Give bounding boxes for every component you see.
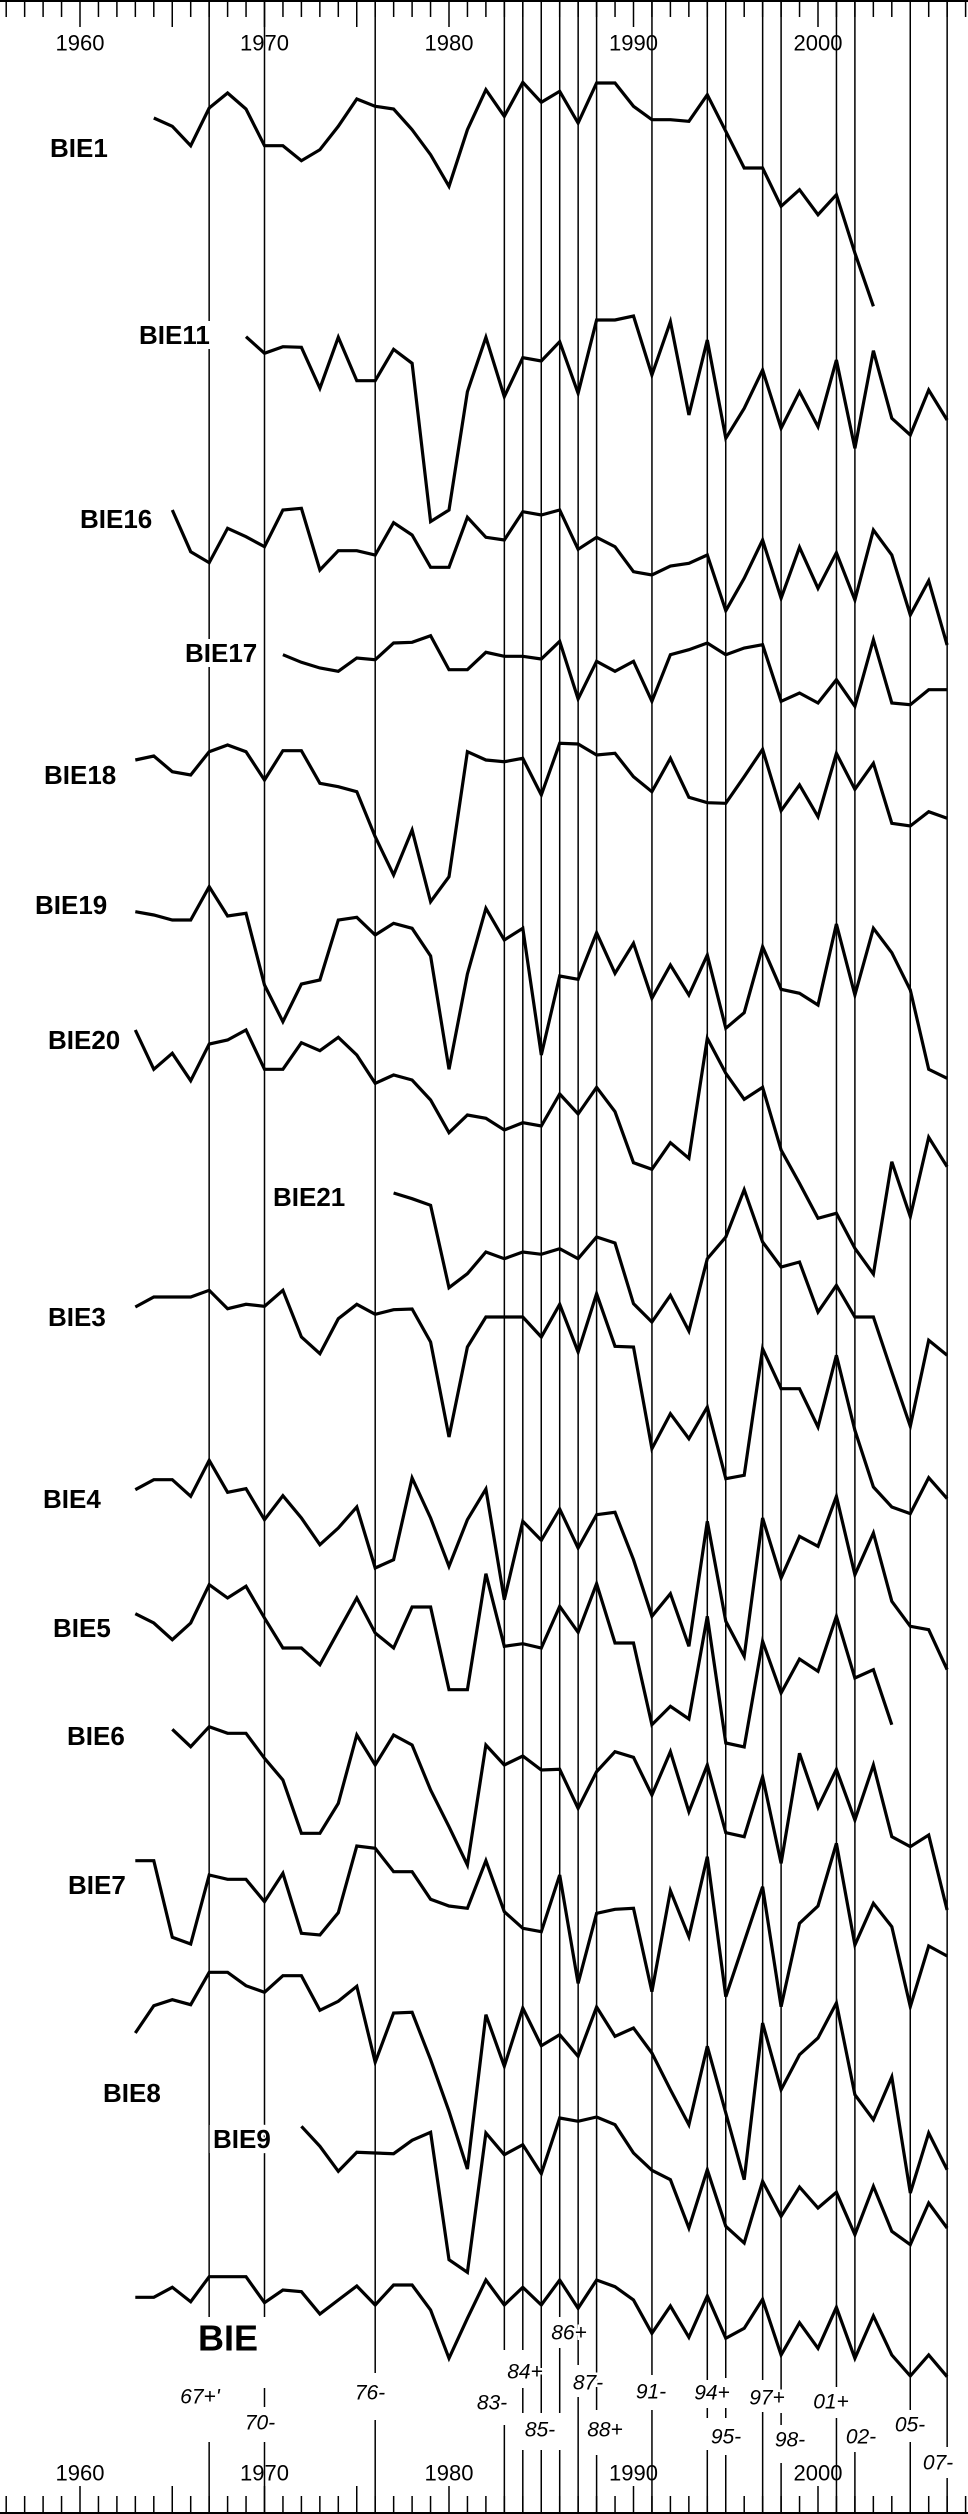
series-line-bie17 xyxy=(282,633,948,711)
top-tick-label: 1960 xyxy=(56,31,105,56)
series-label-bie4: BIE4 xyxy=(43,1484,101,1514)
series-line-bie7 xyxy=(135,1842,948,2013)
series-label-bie6: BIE6 xyxy=(67,1721,125,1751)
series-line-bie11 xyxy=(244,314,949,525)
series-line-bie3 xyxy=(134,1287,949,1516)
bottom-tick-label: 2000 xyxy=(794,2461,843,2486)
series-line-bie4 xyxy=(134,1456,949,1671)
series-label-bie8: BIE8 xyxy=(103,2078,161,2108)
series-line-bie1 xyxy=(153,79,875,307)
pointer-year-label-1988: 88+ xyxy=(587,2419,623,2442)
bottom-tick-label: 1970 xyxy=(240,2461,289,2486)
series-line-bie18 xyxy=(134,741,948,906)
series-label-bie9: BIE9 xyxy=(213,2124,271,2154)
series-label-bie19: BIE19 xyxy=(35,890,107,920)
pointer-year-label-1987: 87- xyxy=(573,2372,603,2395)
pointer-year-labels: 67+' 70- 76- 83-84+ 85- 86+ 87- 88+ 91- 94+ 95- 97+… xyxy=(178,2319,956,2477)
pointer-year-label-2007: 07- xyxy=(923,2452,953,2475)
series-line-bie6 xyxy=(171,1724,949,1911)
top-tick-label: 1970 xyxy=(240,31,289,56)
series-label-bie5: BIE5 xyxy=(53,1613,111,1643)
bottom-tick-label: 1960 xyxy=(56,2461,105,2486)
series-line-bie8 xyxy=(133,1970,949,2194)
series-label-bie7: BIE7 xyxy=(68,1870,126,1900)
series-line-bie16 xyxy=(170,506,949,646)
series-label-bie17: BIE17 xyxy=(185,638,257,668)
pointer-year-label-2005: 05- xyxy=(895,2414,925,2437)
top-tick-label: 1980 xyxy=(425,31,474,56)
series-label-bie20: BIE20 xyxy=(48,1025,120,1055)
pointer-year-label-1976: 76- xyxy=(355,2382,385,2405)
pointer-year-label-1986: 86+ xyxy=(551,2322,587,2345)
pointer-year-label-1970: 70- xyxy=(245,2412,275,2435)
series-line-bie xyxy=(135,2275,949,2379)
pointer-year-label-1994: 94+ xyxy=(694,2382,730,2405)
top-tick-label: 1990 xyxy=(609,31,658,56)
series-line-bie9 xyxy=(300,2115,949,2276)
pointer-year-label-1995: 95- xyxy=(711,2426,741,2449)
series-label-bie11: BIE11 xyxy=(139,320,210,350)
bottom-tick-label: 1980 xyxy=(425,2461,474,2486)
pointer-year-label-1991: 91- xyxy=(636,2381,666,2404)
pointer-year-label-1984: 84+ xyxy=(507,2361,543,2384)
series-lines xyxy=(133,79,949,2379)
series-label-bie3: BIE3 xyxy=(48,1302,106,1332)
series-line-bie5 xyxy=(134,1573,894,1749)
pointer-year-label-1998: 98- xyxy=(775,2429,805,2452)
series-line-bie20 xyxy=(133,1027,949,1279)
top-tick-label: 2000 xyxy=(794,31,843,56)
pointer-year-label-1997: 97+ xyxy=(749,2387,785,2410)
series-label-bie21: BIE21 xyxy=(273,1182,345,1212)
pointer-year-label-1985: 85- xyxy=(525,2419,555,2442)
pointer-year-label-1967: 67+' xyxy=(180,2386,221,2409)
series-labels: BIE1 BIE11 BIE16 BIE17 BIE18 BIE19 BIE20 BIE21 B… xyxy=(30,128,350,2364)
pointer-year-label-2001: 01+ xyxy=(813,2391,849,2414)
series-line-bie19 xyxy=(135,883,948,1080)
series-label-bie1: BIE1 xyxy=(50,133,108,163)
series-label-bie16: BIE16 xyxy=(80,504,152,534)
bottom-tick-label: 1990 xyxy=(609,2461,658,2486)
series-line-bie21 xyxy=(393,1185,949,1433)
pointer-year-label-2002: 02- xyxy=(846,2426,876,2449)
series-label-bie18: BIE18 xyxy=(44,760,116,790)
pointer-year-label-1983: 83- xyxy=(477,2392,507,2415)
series-label-bie: BIE xyxy=(198,2318,258,2359)
